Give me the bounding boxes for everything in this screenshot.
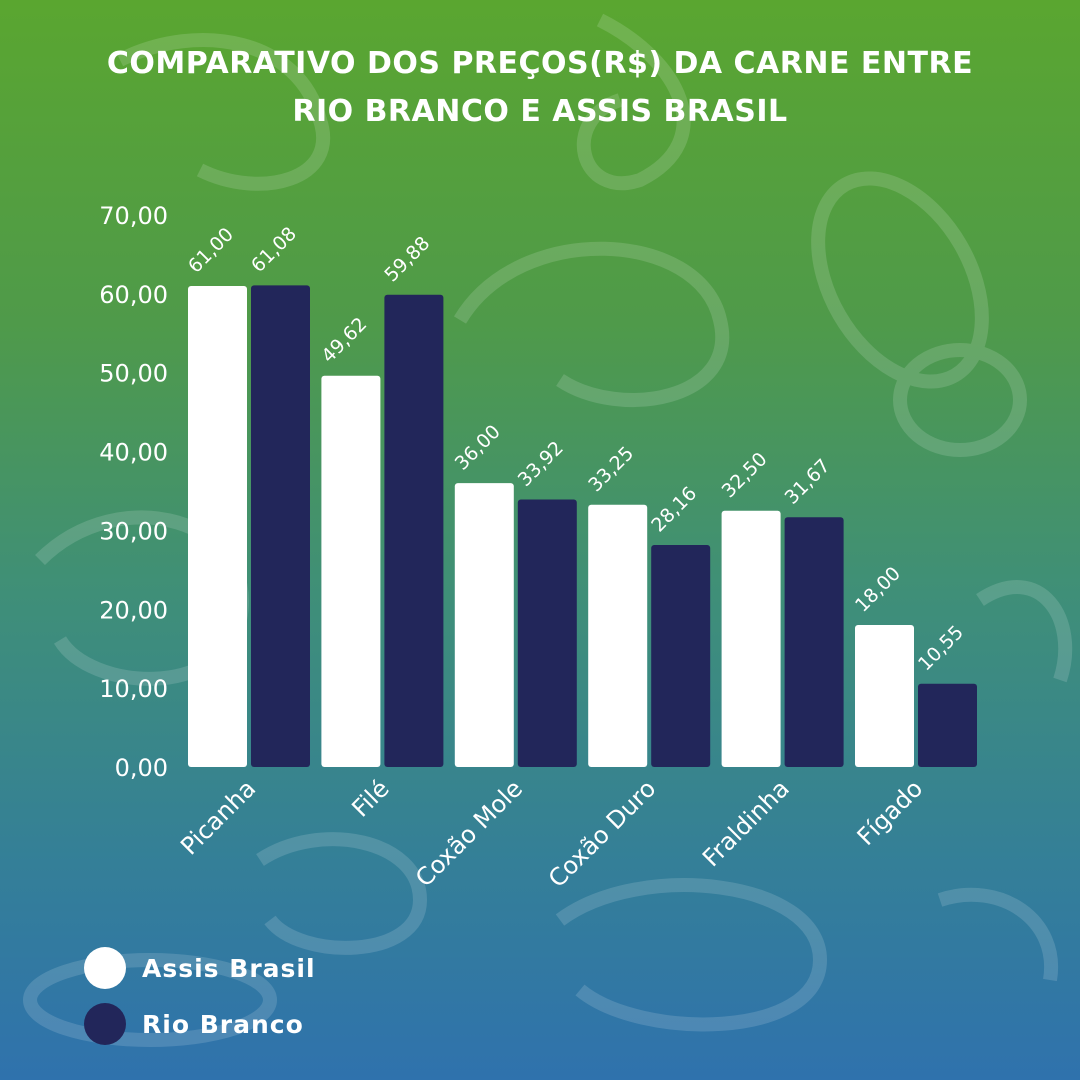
x-tick-label: Coxão Mole xyxy=(410,774,528,892)
data-label: 59,88 xyxy=(380,232,434,286)
bar-assis-brasil xyxy=(721,510,781,767)
y-tick-label: 10,00 xyxy=(99,675,168,703)
y-tick-label: 40,00 xyxy=(99,439,168,467)
y-tick-label: 50,00 xyxy=(99,360,168,388)
y-tick-label: 30,00 xyxy=(99,517,168,545)
bar-assis-brasil xyxy=(588,504,648,767)
x-tick-label: Fígado xyxy=(852,774,929,851)
legend-label: Assis Brasil xyxy=(142,953,316,983)
bar-rio-branco xyxy=(251,285,310,767)
legend-label: Rio Branco xyxy=(142,1009,304,1039)
data-label: 33,25 xyxy=(584,442,638,496)
y-tick-label: 70,00 xyxy=(99,202,168,230)
data-label: 49,62 xyxy=(317,313,371,367)
bar-rio-branco xyxy=(784,517,844,767)
data-label: 31,67 xyxy=(781,455,835,509)
bar-rio-branco xyxy=(651,544,711,767)
legend-swatch-assis-brasil xyxy=(84,947,126,989)
data-label: 61,00 xyxy=(184,223,238,277)
data-label: 33,92 xyxy=(514,437,568,491)
x-tick-label: Picanha xyxy=(175,774,261,860)
data-label: 32,50 xyxy=(718,448,772,502)
data-label: 28,16 xyxy=(647,482,701,536)
legend-item-assis-brasil: Assis Brasil xyxy=(84,940,316,996)
legend-item-rio-branco: Rio Branco xyxy=(84,996,316,1052)
bar-assis-brasil xyxy=(855,625,914,767)
data-label: 18,00 xyxy=(851,563,905,617)
bar-rio-branco xyxy=(384,294,444,767)
x-tick-label: Coxão Duro xyxy=(543,774,662,893)
x-tick-label: Fraldinha xyxy=(697,774,795,872)
chart-title: COMPARATIVO DOS PREÇOS(R$) DA CARNE ENTR… xyxy=(0,40,1080,136)
y-tick-label: 0,00 xyxy=(115,754,168,782)
data-label: 10,55 xyxy=(914,621,968,675)
bar-assis-brasil xyxy=(321,375,381,767)
bar-assis-brasil xyxy=(188,285,247,767)
data-label: 36,00 xyxy=(451,421,505,475)
y-tick-label: 60,00 xyxy=(99,281,168,309)
title-line-1: COMPARATIVO DOS PREÇOS(R$) DA CARNE ENTR… xyxy=(106,46,974,81)
bar-rio-branco xyxy=(517,499,577,767)
x-tick-label: Filé xyxy=(346,774,394,822)
bar-rio-branco xyxy=(918,683,977,767)
bar-assis-brasil xyxy=(454,483,514,767)
data-label: 61,08 xyxy=(247,223,301,277)
legend-swatch-rio-branco xyxy=(84,1003,126,1045)
y-tick-label: 20,00 xyxy=(99,596,168,624)
legend: Assis Brasil Rio Branco xyxy=(84,940,316,1052)
title-line-2: RIO BRANCO E ASSIS BRASIL xyxy=(292,94,788,129)
